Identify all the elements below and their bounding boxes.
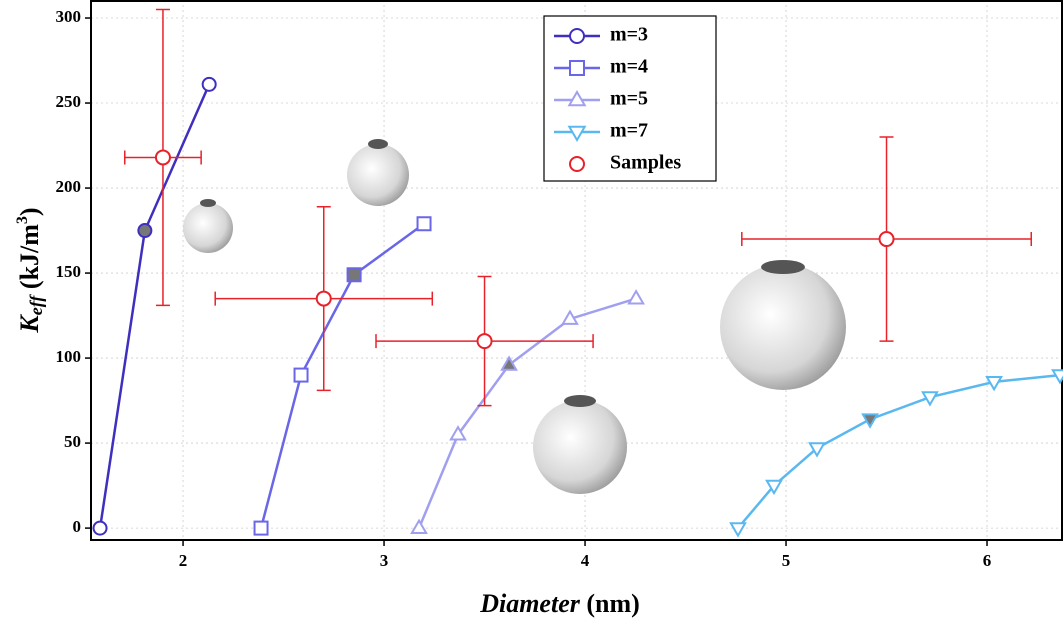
marker: [569, 28, 585, 44]
marker: [627, 289, 645, 305]
y-tick-label: 250: [56, 92, 82, 111]
marker: [808, 442, 826, 458]
x-axis-label: Diameter (nm): [479, 589, 640, 618]
marker: [567, 89, 587, 107]
y-tick-label: 100: [56, 347, 82, 366]
legend-label: Samples: [610, 152, 681, 174]
series-line: [98, 83, 211, 529]
legend-label: m=3: [610, 24, 648, 46]
y-tick-label: 0: [73, 517, 82, 536]
marker: [569, 156, 585, 172]
legend-label: m=7: [610, 120, 648, 142]
marker: [921, 391, 939, 407]
nanoparticle: [533, 400, 627, 494]
marker: [861, 413, 879, 429]
marker: [253, 520, 269, 536]
legend-label: m=5: [610, 88, 648, 110]
y-tick-label: 200: [56, 177, 82, 196]
y-tick-label: 50: [64, 432, 81, 451]
nanoparticle-cap: [368, 139, 388, 149]
marker: [154, 149, 171, 166]
marker: [346, 267, 362, 283]
marker: [1051, 369, 1063, 385]
x-tick-label: 3: [380, 551, 389, 570]
nanoparticle-cap: [564, 395, 596, 407]
marker: [416, 216, 432, 232]
marker: [569, 60, 585, 76]
marker: [561, 309, 579, 325]
marker: [315, 290, 332, 307]
nanoparticle: [347, 144, 409, 206]
marker: [500, 355, 518, 371]
marker: [92, 520, 108, 536]
x-tick-label: 5: [782, 551, 791, 570]
marker: [729, 522, 747, 538]
marker: [410, 518, 428, 534]
nanoparticle-cap: [761, 260, 805, 274]
nanoparticle: [183, 203, 233, 253]
y-axis-label: Keff (kJ/m3): [14, 207, 46, 333]
x-tick-label: 4: [581, 551, 590, 570]
marker: [449, 425, 467, 441]
marker: [878, 231, 895, 248]
nanoparticle-cap: [200, 199, 216, 207]
plot-frame: [90, 0, 1063, 541]
nanoparticle: [720, 264, 846, 390]
y-tick-label: 150: [56, 262, 82, 281]
marker: [137, 223, 153, 239]
legend-label: m=4: [610, 56, 648, 78]
marker: [985, 376, 1003, 392]
nanoparticle-images: [183, 139, 846, 494]
marker: [293, 367, 309, 383]
y-tick-label: 300: [56, 7, 82, 26]
marker: [476, 333, 493, 350]
marker: [567, 125, 587, 143]
marker: [765, 479, 783, 496]
series-line: [259, 222, 425, 529]
marker: [201, 76, 217, 92]
x-tick-label: 6: [983, 551, 992, 570]
x-tick-label: 2: [179, 551, 188, 570]
